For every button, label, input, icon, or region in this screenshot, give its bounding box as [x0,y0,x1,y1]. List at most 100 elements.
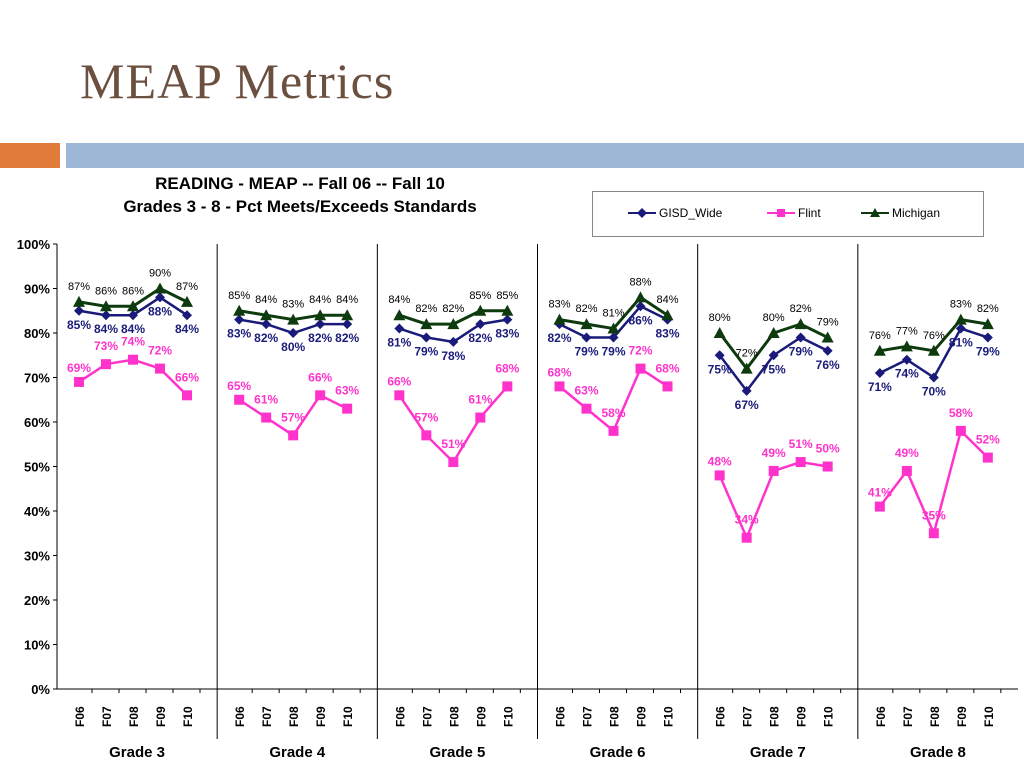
data-label-gisd_wide: 74% [895,367,919,381]
x-tick-label: F06 [73,706,87,727]
point-michigan [954,313,967,325]
data-label-flint: 66% [308,370,332,384]
data-label-michigan: 83% [282,299,304,311]
data-label-michigan: 83% [548,299,570,311]
point-flint [635,363,646,374]
chart-subtitle: Grades 3 - 8 - Pct Meets/Exceeds Standar… [123,197,477,216]
data-label-gisd_wide: 82% [547,331,571,345]
point-flint [928,528,939,539]
y-tick-label: 60% [24,415,50,430]
group-label: Grade 3 [109,744,165,761]
point-gisd [928,372,939,383]
data-label-gisd_wide: 79% [414,344,438,358]
x-tick-label: F09 [795,706,809,727]
point-michigan [794,318,807,330]
point-gisd [288,328,299,338]
x-tick-label: F10 [662,706,676,727]
point-gisd [128,310,138,321]
data-label-flint: 68% [495,361,519,375]
data-label-gisd_wide: 79% [976,344,1000,358]
data-label-flint: 72% [628,344,652,358]
x-tick-label: F08 [608,706,622,727]
data-label-michigan: 87% [176,281,198,293]
point-flint [448,457,459,468]
x-tick-label: F06 [554,706,568,727]
y-tick-label: 100% [17,237,51,252]
data-label-michigan: 84% [388,294,410,306]
point-gisd [261,319,272,330]
data-label-flint: 57% [414,410,438,424]
point-michigan [501,304,514,316]
point-gisd [741,385,752,396]
point-gisd [795,332,806,343]
data-label-gisd_wide: 75% [708,362,732,376]
data-label-flint: 65% [227,379,251,393]
data-label-michigan: 76% [869,330,891,342]
point-flint [234,394,245,405]
data-label-gisd_wide: 79% [574,344,598,358]
x-tick-label: F10 [341,706,355,727]
point-gisd [421,332,432,343]
point-flint [741,532,752,543]
point-michigan [661,309,674,321]
point-gisd [608,332,619,343]
accent-band-blue [66,143,1024,168]
point-michigan [713,327,726,338]
point-gisd [74,305,84,316]
data-label-flint: 58% [601,406,625,420]
series-line-flint [78,358,188,397]
x-tick-label: F08 [447,706,461,727]
x-tick-label: F06 [233,706,247,727]
data-label-michigan: 87% [68,281,90,293]
data-label-flint: 57% [281,410,305,424]
point-michigan [767,327,780,338]
point-gisd [768,350,779,361]
y-tick-label: 90% [24,282,50,297]
data-label-flint: 63% [574,384,598,398]
point-gisd [448,336,459,347]
group-label: Grade 8 [910,744,966,761]
point-flint [714,470,725,481]
data-label-flint: 50% [816,442,840,456]
point-michigan [634,291,647,303]
data-label-michigan: 72% [736,348,758,360]
point-flint [128,354,138,365]
y-tick-label: 10% [24,638,50,653]
data-label-michigan: 88% [629,276,651,288]
data-label-flint: 49% [895,446,919,460]
point-flint [342,403,353,414]
point-gisd [874,368,885,379]
point-gisd [982,332,993,343]
group-label: Grade 7 [750,744,806,761]
point-michigan [100,300,112,312]
series-line-flint [558,366,669,433]
point-michigan [393,309,406,321]
x-tick-label: F07 [100,706,114,727]
data-label-flint: 35% [922,508,946,522]
point-michigan [127,300,139,312]
data-label-gisd_wide: 86% [628,313,652,327]
data-label-flint: 52% [976,433,1000,447]
data-label-michigan: 79% [817,316,839,328]
point-gisd [394,323,405,334]
x-tick-label: F10 [501,706,515,727]
point-gisd [635,301,646,312]
data-label-flint: 61% [468,393,492,407]
point-flint [768,465,779,476]
data-label-gisd_wide: 78% [441,349,465,363]
point-flint [394,390,405,401]
data-label-gisd_wide: 83% [495,327,519,341]
point-flint [982,452,993,463]
x-tick-label: F10 [982,706,996,727]
data-label-gisd_wide: 80% [281,340,305,354]
data-label-flint: 48% [708,454,732,468]
point-gisd [502,314,513,325]
data-label-michigan: 82% [575,303,597,315]
data-label-flint: 51% [441,437,465,451]
y-tick-label: 40% [24,504,50,519]
point-flint [795,457,806,468]
group-label: Grade 5 [429,744,485,761]
point-flint [288,430,299,441]
data-label-gisd_wide: 70% [922,385,946,399]
data-label-gisd_wide: 79% [601,344,625,358]
